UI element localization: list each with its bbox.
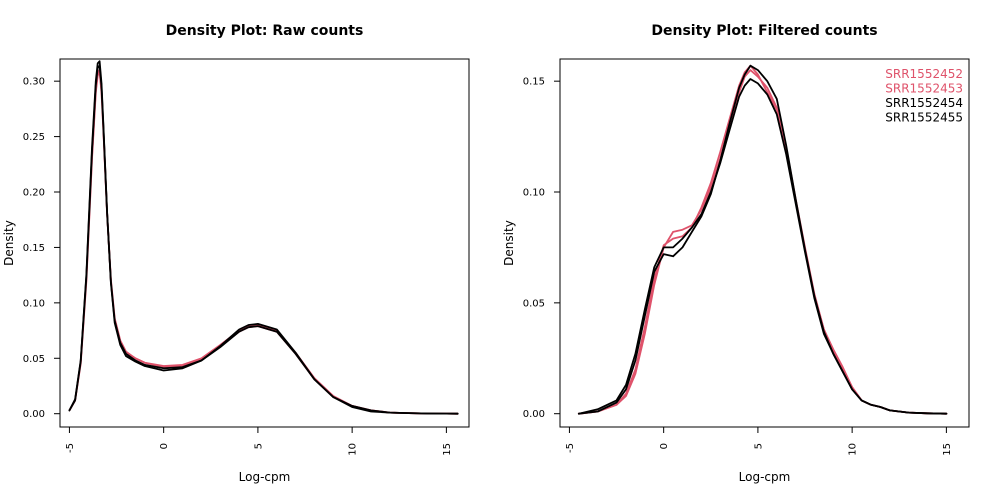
legend-entry: SRR1552455 bbox=[885, 111, 963, 125]
x-tick-label: -5 bbox=[565, 443, 576, 453]
y-tick-label: 0.15 bbox=[23, 243, 45, 254]
x-axis-label: Log-cpm bbox=[739, 470, 791, 484]
x-tick-label: 15 bbox=[942, 443, 953, 456]
x-tick-label: 0 bbox=[159, 443, 170, 449]
y-tick-label: 0.05 bbox=[523, 298, 545, 309]
y-tick-label: 0.00 bbox=[23, 409, 45, 420]
x-tick-label: 10 bbox=[348, 443, 359, 456]
series-line-3 bbox=[68, 60, 459, 415]
y-tick-label: 0.15 bbox=[523, 77, 545, 88]
series-line-4 bbox=[68, 64, 459, 415]
series-line-2 bbox=[68, 69, 459, 415]
y-tick-label: 0.20 bbox=[23, 188, 45, 199]
x-tick-label: 15 bbox=[442, 443, 453, 456]
y-axis-label: Density bbox=[2, 220, 16, 266]
y-tick-label: 0.25 bbox=[23, 132, 45, 143]
legend-entry: SRR1552453 bbox=[885, 82, 963, 96]
legend-entry: SRR1552454 bbox=[885, 96, 963, 110]
y-axis-label: Density bbox=[502, 220, 516, 266]
y-tick-label: 0.00 bbox=[523, 409, 545, 420]
y-tick-label: 0.10 bbox=[523, 188, 545, 199]
y-tick-label: 0.10 bbox=[23, 298, 45, 309]
y-tick-label: 0.30 bbox=[23, 77, 45, 88]
series-line-4 bbox=[577, 64, 948, 415]
x-tick-label: 5 bbox=[253, 443, 264, 449]
plot-frame bbox=[59, 58, 470, 428]
legend-entry: SRR1552452 bbox=[885, 67, 963, 81]
x-tick-label: 0 bbox=[659, 443, 670, 449]
y-tick-label: 0.05 bbox=[23, 354, 45, 365]
chart-panel-1: Density Plot: Raw counts -5 0 5 10 15 0.00 0.05… bbox=[2, 23, 470, 484]
x-tick-label: 5 bbox=[753, 443, 764, 449]
chart-panel-2: Density Plot: Filtered counts -5 0 5 10 15 0.0… bbox=[502, 23, 970, 484]
series-line-1 bbox=[68, 71, 459, 415]
x-tick-label: -5 bbox=[65, 443, 76, 453]
chart-title: Density Plot: Filtered counts bbox=[651, 23, 877, 39]
x-axis-label: Log-cpm bbox=[239, 470, 291, 484]
x-tick-label: 10 bbox=[848, 443, 859, 456]
chart-title: Density Plot: Raw counts bbox=[166, 23, 364, 39]
